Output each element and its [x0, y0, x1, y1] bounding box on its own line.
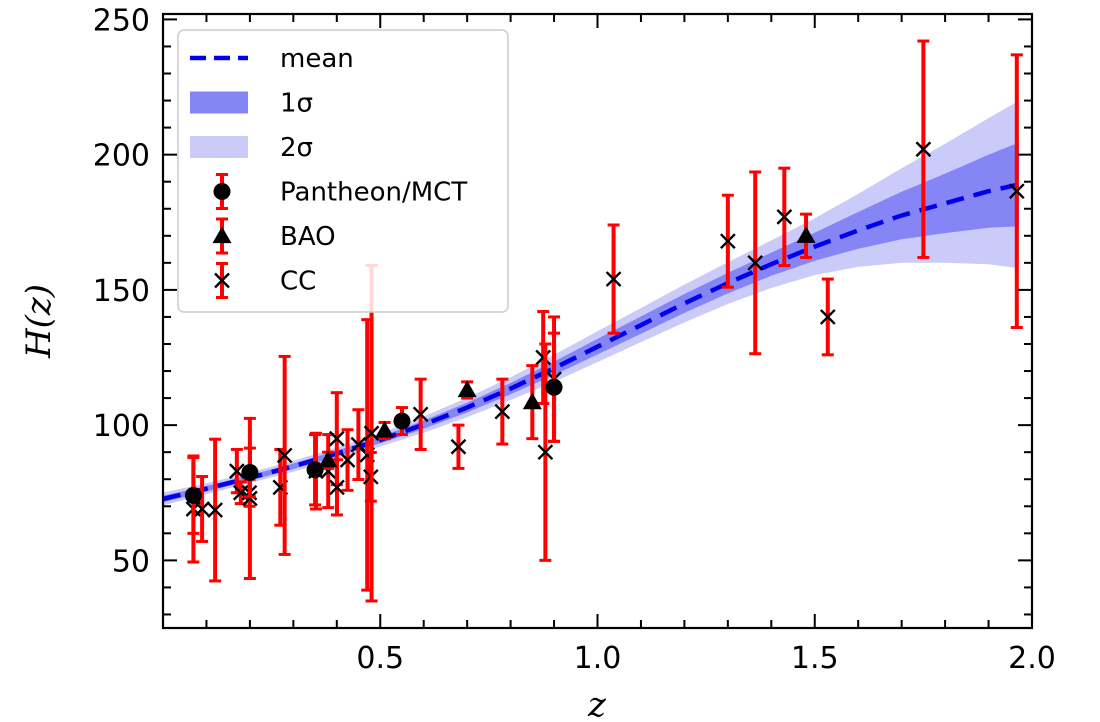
point-pantheon-mct	[241, 463, 259, 481]
series-pantheon-mct	[184, 331, 563, 535]
point-cc	[276, 447, 293, 464]
point-cc	[363, 425, 380, 442]
legend-label: 2σ	[280, 133, 313, 163]
legend-handle-band	[190, 91, 248, 114]
point-cc	[720, 233, 736, 250]
point-pantheon-mct	[306, 461, 324, 479]
x-tick-label: 2.0	[1008, 641, 1056, 676]
x-tick-label: 1.5	[791, 641, 839, 676]
y-tick-label: 200	[93, 139, 150, 174]
band-1sigma	[163, 142, 1019, 503]
point-cc	[1008, 183, 1025, 200]
point-cc	[194, 501, 210, 517]
x-axis-label: z	[587, 685, 607, 722]
legend-item: CC	[214, 262, 316, 299]
point-cc	[747, 254, 764, 271]
point-bao	[318, 450, 338, 468]
point-cc	[412, 406, 429, 423]
point-cc	[329, 479, 345, 496]
point-cc	[494, 403, 511, 420]
point-cc	[537, 444, 554, 461]
legend-label: 1σ	[280, 89, 313, 119]
y-tick-label: 150	[93, 274, 150, 309]
point-bao	[522, 392, 542, 410]
point-cc	[242, 490, 258, 507]
point-cc	[328, 430, 345, 447]
point-cc	[776, 209, 793, 225]
point-pantheon-mct	[393, 412, 411, 430]
legend-item: BAO	[212, 217, 336, 255]
point-cc	[605, 271, 622, 287]
series-bao	[318, 212, 816, 470]
y-tick-labels: 50 100 150 200 250	[93, 3, 150, 579]
point-cc	[339, 452, 356, 468]
data-points	[184, 39, 1025, 603]
y-tick-label: 100	[93, 409, 150, 444]
point-pantheon-mct	[184, 486, 202, 504]
legend-box	[177, 29, 509, 313]
mean-curve-group	[162, 182, 1020, 502]
legend-label: CC	[280, 267, 316, 297]
point-bao	[375, 421, 395, 438]
legend-marker	[214, 272, 230, 289]
axis-ticks	[162, 14, 1033, 628]
point-cc	[819, 309, 836, 325]
legend-marker	[213, 183, 231, 200]
point-bao	[796, 226, 816, 243]
confidence-bands	[163, 100, 1019, 506]
legend-item: 2σ	[190, 133, 313, 163]
legend: mean 1σ 2σ Pantheon/MCT BAO CC	[177, 29, 509, 313]
legend-marker	[212, 226, 232, 244]
y-tick-label: 250	[93, 3, 150, 38]
x-tick-label: 0.5	[356, 641, 404, 676]
point-pantheon-mct	[545, 378, 563, 396]
x-tick-label: 1.0	[574, 641, 622, 676]
legend-label: Pantheon/MCT	[280, 178, 467, 208]
legend-item: Pantheon/MCT	[213, 173, 467, 210]
legend-handle-band	[190, 136, 248, 158]
point-cc	[450, 438, 467, 455]
legend-label: mean	[280, 44, 354, 74]
legend-item: 1σ	[190, 89, 313, 119]
point-cc	[229, 463, 245, 479]
point-cc	[535, 349, 552, 366]
x-tick-labels: 0.5 1.0 1.5 2.0	[356, 641, 1055, 676]
mean-curve	[162, 182, 1020, 502]
y-axis-label: H(z)	[19, 284, 59, 359]
y-tick-label: 50	[112, 544, 150, 579]
point-cc	[207, 502, 223, 518]
legend-item: mean	[190, 44, 354, 74]
point-bao	[457, 380, 477, 398]
legend-label: BAO	[280, 222, 336, 252]
point-cc	[915, 141, 932, 158]
